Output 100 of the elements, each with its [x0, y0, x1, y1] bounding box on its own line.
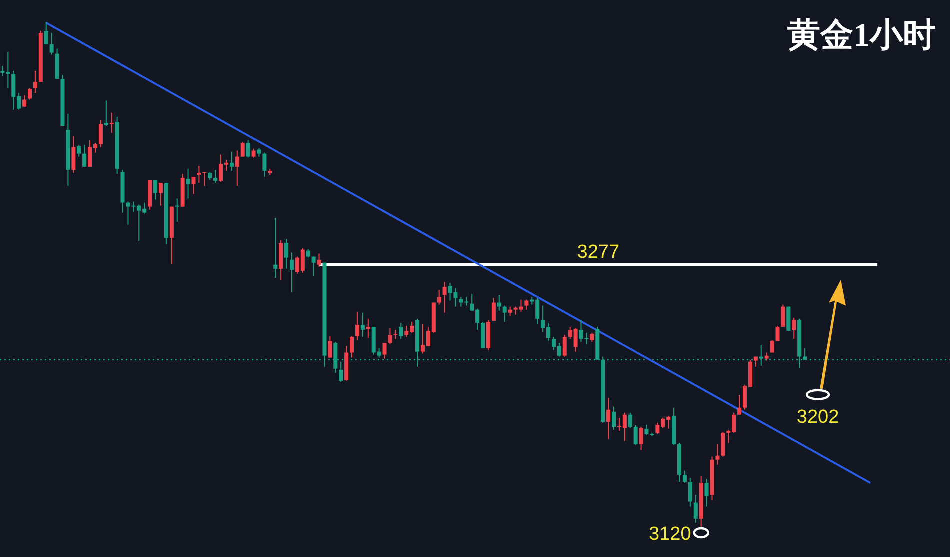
- candlestick: [394, 330, 398, 340]
- candlestick: [459, 296, 464, 308]
- candlestick: [508, 306, 512, 316]
- candlestick: [355, 311, 360, 341]
- candlestick: [606, 398, 611, 440]
- candlestick: [716, 444, 720, 466]
- candlestick: [617, 417, 622, 432]
- candlestick: [557, 342, 562, 358]
- candlestick: [656, 422, 660, 435]
- annotation: 3277: [577, 242, 620, 263]
- candlestick: [574, 328, 578, 352]
- candlestick: [803, 348, 808, 360]
- candlestick: [252, 148, 256, 158]
- candlestick: [104, 100, 108, 127]
- candlestick: [93, 142, 98, 154]
- candlestick: [33, 70, 38, 94]
- candlestick: [0, 65, 5, 77]
- annotation: 3120: [649, 524, 692, 545]
- candlestick: [98, 119, 103, 148]
- chart-title: 黄金1小时: [788, 18, 936, 54]
- candlestick: [339, 361, 344, 383]
- candlestick: [584, 332, 589, 345]
- candlestick: [44, 22, 48, 45]
- candlestick: [110, 112, 114, 134]
- candlestick: [694, 494, 698, 524]
- candlestick: [759, 344, 764, 366]
- candlestick: [235, 150, 240, 187]
- candlestick: [622, 412, 627, 442]
- candlestick: [470, 294, 474, 312]
- candlestick: [562, 334, 567, 358]
- candlestick: [519, 299, 524, 312]
- candlestick: [644, 424, 649, 436]
- candlestick: [22, 94, 27, 108]
- candlestick: [295, 256, 300, 274]
- candlestick: [317, 253, 322, 268]
- candlestick: [17, 92, 22, 110]
- candlestick: [448, 282, 452, 302]
- candlestick: [12, 70, 16, 110]
- candlestick: [688, 478, 692, 508]
- candlestick: [50, 32, 54, 56]
- candlestick: [410, 321, 414, 334]
- candlestick: [360, 312, 365, 338]
- candlestick: [88, 140, 92, 168]
- candlestick: [666, 415, 671, 430]
- candlestick: [388, 328, 392, 345]
- candlestick: [142, 202, 147, 214]
- candlestick: [732, 412, 736, 434]
- candlestick: [6, 51, 10, 89]
- candlestick: [704, 478, 709, 508]
- candlestick: [661, 417, 666, 429]
- candlestick: [541, 305, 546, 333]
- candlestick: [420, 323, 425, 354]
- candlestick: [312, 256, 316, 277]
- candlestick: [464, 296, 469, 306]
- candlestick: [126, 201, 130, 226]
- candlestick: [82, 144, 87, 168]
- candlestick: [214, 169, 218, 184]
- candlestick: [154, 180, 158, 200]
- candlestick: [590, 332, 594, 343]
- candlestick: [192, 176, 196, 195]
- candlestick: [246, 140, 250, 158]
- candlestick: [568, 326, 572, 340]
- candlestick: [426, 326, 430, 347]
- candlestick: [742, 384, 747, 410]
- candlestick: [262, 152, 267, 178]
- candlestick: [552, 336, 556, 351]
- candlestick: [437, 290, 442, 306]
- candlestick: [230, 151, 234, 172]
- candlestick: [682, 470, 687, 484]
- candlestick: [382, 342, 387, 360]
- candlestick: [634, 424, 638, 446]
- candlestick: [377, 348, 382, 358]
- candlestick: [546, 322, 550, 342]
- candlestick: [202, 171, 207, 187]
- candlestick: [502, 305, 507, 322]
- candlestick: [738, 394, 742, 416]
- candlestick: [219, 154, 224, 183]
- candlestick: [137, 204, 142, 242]
- candlestick: [224, 159, 228, 172]
- annotation: 3202: [796, 406, 840, 428]
- candlestick: [186, 168, 190, 200]
- candlestick: [536, 298, 540, 324]
- candlestick: [328, 336, 332, 358]
- candlestick: [442, 282, 447, 314]
- candlestick: [77, 144, 82, 158]
- candlestick: [350, 336, 354, 358]
- candlestick: [726, 430, 731, 444]
- candlestick: [290, 252, 294, 293]
- candlestick: [284, 238, 289, 270]
- candlestick: [132, 201, 136, 212]
- candlestick: [612, 406, 616, 431]
- candlestick: [628, 412, 632, 429]
- candlestick: [404, 326, 409, 338]
- candlestick: [72, 136, 76, 174]
- candlestick: [497, 294, 502, 312]
- candlestick: [454, 288, 458, 308]
- candlestick: [492, 298, 496, 322]
- candlestick: [524, 299, 529, 310]
- candlestick: [175, 198, 180, 222]
- candlestick: [197, 165, 202, 184]
